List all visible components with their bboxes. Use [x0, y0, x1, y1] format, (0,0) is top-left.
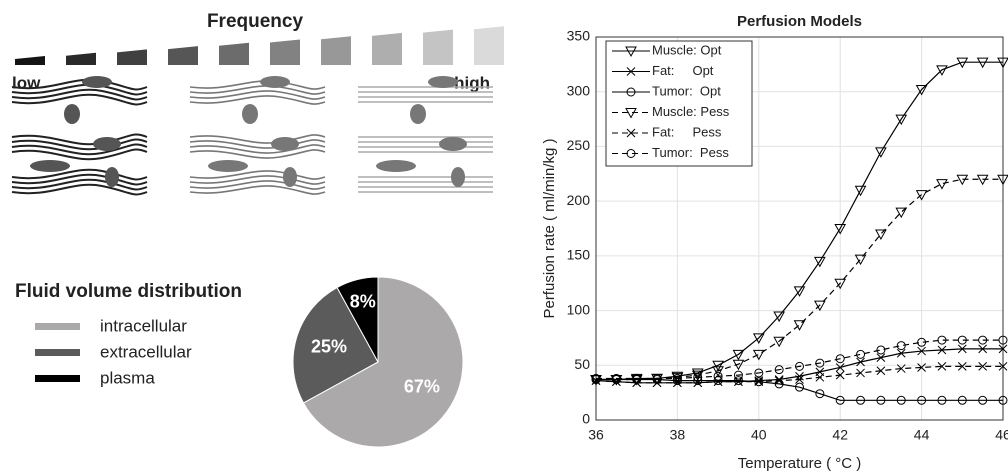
- legend-swatch: [35, 375, 80, 382]
- cell: [410, 104, 426, 124]
- cell: [376, 160, 416, 172]
- legend-label: Fat: Pess: [652, 124, 722, 139]
- legend-label: Muscle: Opt: [652, 42, 722, 57]
- frequency-wedge: [474, 26, 504, 65]
- frequency-wedge: [15, 56, 45, 65]
- frequency-wedge: [372, 33, 402, 65]
- cell: [260, 76, 290, 88]
- frequency-wedge: [66, 53, 96, 65]
- legend-label: extracellular: [100, 342, 192, 361]
- x-tick-label: 42: [832, 427, 848, 443]
- frequency-wedge: [321, 36, 351, 65]
- cell: [82, 76, 112, 88]
- cell: [428, 76, 458, 88]
- cell: [208, 160, 248, 172]
- cell: [105, 167, 119, 187]
- cell: [283, 167, 297, 187]
- low-label: low: [12, 73, 41, 92]
- legend-swatch: [35, 323, 80, 330]
- figure: Frequency low high Fluid volume distribu…: [0, 0, 1008, 475]
- frequency-wedge: [270, 40, 300, 66]
- membrane-line: [190, 171, 325, 179]
- legend-label: Tumor: Opt: [652, 83, 721, 98]
- x-tick-label: 38: [670, 427, 686, 443]
- x-tick-label: 40: [751, 427, 767, 443]
- y-tick-label: 50: [574, 356, 590, 372]
- legend-label: plasma: [100, 368, 155, 387]
- y-tick-label: 200: [567, 192, 591, 208]
- legend-swatch: [35, 349, 80, 356]
- cell: [242, 104, 258, 124]
- pie-label: 25%: [311, 337, 347, 357]
- frequency-wedge: [423, 30, 453, 65]
- chart-title: Perfusion Models: [737, 13, 862, 30]
- y-tick-label: 350: [567, 28, 591, 44]
- membrane-line: [12, 95, 147, 105]
- high-label: high: [454, 73, 490, 92]
- y-tick-label: 100: [567, 301, 591, 317]
- pie-label: 67%: [404, 377, 440, 397]
- membrane-line: [12, 185, 147, 195]
- x-tick-label: 46: [995, 427, 1008, 443]
- legend-label: Muscle: Pess: [652, 104, 730, 119]
- legend-label: Tumor: Pess: [652, 145, 729, 160]
- pie-label: 8%: [350, 291, 376, 311]
- legend-label: intracellular: [100, 316, 187, 335]
- membrane-line: [190, 81, 325, 89]
- x-tick-label: 36: [588, 427, 604, 443]
- y-tick-label: 150: [567, 247, 591, 263]
- x-tick-label: 44: [914, 427, 930, 443]
- frequency-wedge: [117, 49, 147, 65]
- cell: [439, 137, 467, 151]
- y-axis-label: Perfusion rate ( ml/min/kg ): [541, 138, 558, 318]
- cell: [93, 137, 121, 151]
- cell: [271, 137, 299, 151]
- frequency-wedge: [219, 43, 249, 65]
- cell: [30, 160, 70, 172]
- series-line: [596, 340, 1003, 378]
- membrane-line: [190, 150, 325, 158]
- y-tick-label: 250: [567, 137, 591, 153]
- tissue-diagram: [12, 26, 504, 194]
- legend-label: Fat: Opt: [652, 63, 714, 78]
- cell: [64, 104, 80, 124]
- pie-title: Fluid volume distribution: [15, 281, 242, 302]
- y-tick-label: 0: [582, 411, 590, 427]
- frequency-wedge: [168, 46, 198, 65]
- y-tick-label: 300: [567, 82, 591, 98]
- x-axis-label: Temperature ( °C ): [738, 455, 862, 472]
- marker: [937, 180, 947, 189]
- membrane-line: [12, 135, 147, 145]
- cell: [451, 167, 465, 187]
- diagram-title: Frequency: [207, 11, 304, 32]
